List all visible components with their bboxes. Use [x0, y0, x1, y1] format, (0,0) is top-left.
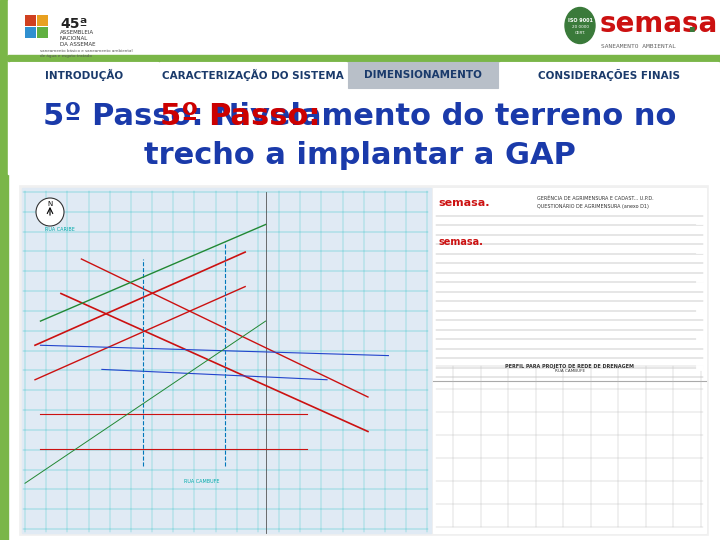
Bar — [696, 248, 703, 253]
Bar — [25, 26, 36, 37]
Text: ASSEMBLEIA
NACIONAL
DA ASSEMAE: ASSEMBLEIA NACIONAL DA ASSEMAE — [60, 30, 96, 47]
Text: GERÊNCIA DE AGRIMENSURA E CADAST... U.P.D.
QUESTIONÁRIO DE AGRIMENSURA (anexo D1: GERÊNCIA DE AGRIMENSURA E CADAST... U.P.… — [537, 196, 654, 209]
Bar — [696, 307, 703, 312]
Text: CARACTERIZAÇÃO DO SISTEMA: CARACTERIZAÇÃO DO SISTEMA — [162, 69, 344, 81]
Bar — [37, 15, 48, 25]
Bar — [8, 55, 720, 61]
Bar — [500, 62, 718, 88]
Text: RUA CARIBE: RUA CARIBE — [45, 227, 75, 232]
Text: CONSIDERAÇÕES FINAIS: CONSIDERAÇÕES FINAIS — [538, 69, 680, 81]
Text: ISO 9001: ISO 9001 — [567, 18, 593, 23]
Bar — [20, 186, 708, 535]
Bar — [433, 188, 706, 533]
Text: 5º Passo: Nivelamento do terreno no: 5º Passo: Nivelamento do terreno no — [43, 102, 677, 131]
Text: DIMENSIONAMENTO: DIMENSIONAMENTO — [364, 70, 482, 80]
Text: N: N — [48, 201, 53, 207]
Bar — [25, 15, 36, 25]
Text: .: . — [686, 10, 697, 38]
Text: 45ª: 45ª — [60, 17, 87, 30]
Text: INTRODUÇÃO: INTRODUÇÃO — [45, 69, 123, 81]
Bar — [696, 336, 703, 341]
Text: PERFIL PARA PROJETO DE REDE DE DRENAGEM: PERFIL PARA PROJETO DE REDE DE DRENAGEM — [505, 364, 634, 369]
Circle shape — [36, 198, 64, 226]
Text: semasa.: semasa. — [600, 10, 720, 38]
Bar — [8, 0, 720, 55]
Bar — [348, 62, 498, 88]
Text: RUA CAMBUFE: RUA CAMBUFE — [554, 369, 585, 373]
Bar — [8, 61, 720, 89]
Text: SANEAMENTO AMBIENTAL: SANEAMENTO AMBIENTAL — [601, 44, 676, 49]
Text: RUA CAMBUFE: RUA CAMBUFE — [184, 480, 220, 484]
Text: 5º Passo:: 5º Passo: — [161, 102, 321, 131]
Bar — [37, 26, 48, 37]
Text: trecho a implantar a GAP: trecho a implantar a GAP — [144, 141, 576, 170]
Bar — [10, 62, 158, 88]
Text: semasa.: semasa. — [438, 198, 490, 208]
Bar — [0, 0, 8, 540]
Bar — [8, 89, 720, 174]
Bar — [22, 188, 431, 533]
Ellipse shape — [565, 8, 595, 44]
Text: 20 0000: 20 0000 — [572, 25, 588, 30]
Bar — [696, 278, 703, 282]
Bar — [696, 219, 703, 224]
Bar — [160, 62, 346, 88]
Bar — [696, 365, 703, 370]
Text: semasa.: semasa. — [438, 238, 483, 247]
Text: CERT.: CERT. — [575, 31, 585, 36]
Text: saneamento básico e saneamento ambiental
de água e esgoto tratado: saneamento básico e saneamento ambiental… — [40, 50, 132, 58]
